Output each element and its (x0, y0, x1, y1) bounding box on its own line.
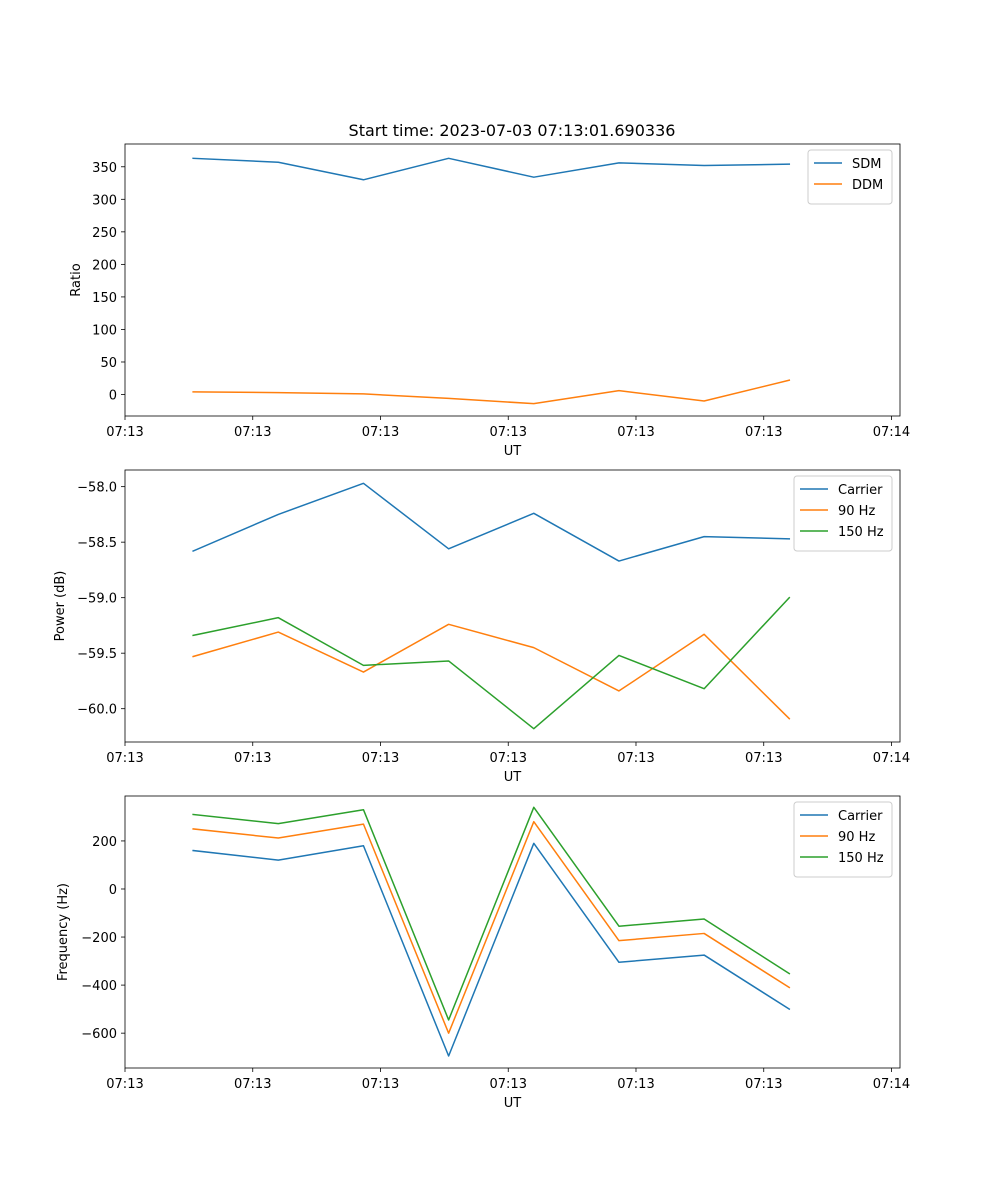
y-axis-label: Frequency (Hz) (56, 883, 71, 981)
x-tick-label: 07:13 (490, 1077, 527, 1092)
legend-label: 150 Hz (838, 851, 884, 866)
y-tick-label: 300 (92, 193, 117, 208)
legend-label: SDM (852, 157, 881, 172)
panel-frequency: 07:13 07:13 07:13 07:13 07:13 07:13 07:14 UT −60… (56, 795, 910, 1111)
series-line-carrier (192, 482, 791, 562)
axes-frame (124, 795, 901, 1069)
x-tick-label: 07:13 (745, 751, 782, 766)
y-tick-label: 200 (92, 258, 117, 273)
x-axis-label: UT (504, 444, 522, 459)
y-tick-label: 0 (109, 389, 117, 404)
y-tick-label: 0 (109, 883, 117, 898)
y-tick-label: −60.0 (77, 703, 117, 718)
y-tick-label: −59.5 (77, 647, 117, 662)
x-tick-label: 07:14 (873, 425, 910, 440)
series-line-150-hz (192, 806, 791, 1021)
x-tick-label: 07:14 (873, 1077, 910, 1092)
y-axis-label: Power (dB) (53, 571, 68, 642)
x-axis-label: UT (504, 1096, 522, 1111)
series-line-150-hz (192, 596, 791, 730)
x-tick-label: 07:13 (106, 751, 143, 766)
y-tick-label: 150 (92, 291, 117, 306)
x-tick-label: 07:13 (106, 425, 143, 440)
y-tick-label: −58.0 (77, 481, 117, 496)
legend-label: 90 Hz (838, 830, 875, 845)
legend-label: Carrier (838, 483, 883, 498)
chart-title: Start time: 2023-07-03 07:13:01.690336 (349, 121, 676, 140)
legend-label: 150 Hz (838, 525, 884, 540)
series-line-90-hz (192, 820, 791, 1034)
axes-frame (124, 143, 901, 417)
panel-ratio: 07:13 07:13 07:13 07:13 07:13 07:13 07:14 UT 0 50… (69, 143, 910, 459)
x-tick-label: 07:13 (362, 1077, 399, 1092)
series-line-sdm (192, 157, 791, 181)
x-tick-label: 07:13 (234, 1077, 271, 1092)
y-tick-label: 100 (92, 323, 117, 338)
y-tick-label: 250 (92, 226, 117, 241)
y-tick-label: −200 (81, 931, 117, 946)
series-line-90-hz (192, 623, 791, 720)
series-line-carrier (192, 842, 791, 1057)
x-tick-label: 07:13 (234, 425, 271, 440)
x-tick-label: 07:13 (490, 751, 527, 766)
legend-label: 90 Hz (838, 504, 875, 519)
x-axis-label: UT (504, 770, 522, 785)
legend-box (793, 801, 893, 878)
series-line-ddm (192, 379, 791, 405)
legend-label: DDM (852, 178, 883, 193)
x-tick-label: 07:13 (106, 1077, 143, 1092)
x-tick-label: 07:13 (362, 425, 399, 440)
legend-box (793, 475, 893, 552)
y-tick-label: 350 (92, 161, 117, 176)
axes-frame (124, 469, 901, 743)
y-tick-label: −600 (81, 1027, 117, 1042)
y-tick-label: −58.5 (77, 536, 117, 551)
x-tick-label: 07:13 (490, 425, 527, 440)
y-tick-label: −59.0 (77, 592, 117, 607)
y-tick-label: 50 (100, 356, 117, 371)
x-tick-label: 07:13 (617, 1077, 654, 1092)
x-tick-label: 07:14 (873, 751, 910, 766)
x-tick-label: 07:13 (745, 1077, 782, 1092)
y-axis-label: Ratio (69, 263, 84, 296)
x-tick-label: 07:13 (745, 425, 782, 440)
panel-power: 07:13 07:13 07:13 07:13 07:13 07:13 07:14 UT −60… (53, 469, 910, 785)
legend-label: Carrier (838, 809, 883, 824)
y-tick-label: 200 (92, 835, 117, 850)
x-tick-label: 07:13 (234, 751, 271, 766)
x-tick-label: 07:13 (617, 425, 654, 440)
x-tick-label: 07:13 (617, 751, 654, 766)
y-tick-label: −400 (81, 979, 117, 994)
x-tick-label: 07:13 (362, 751, 399, 766)
